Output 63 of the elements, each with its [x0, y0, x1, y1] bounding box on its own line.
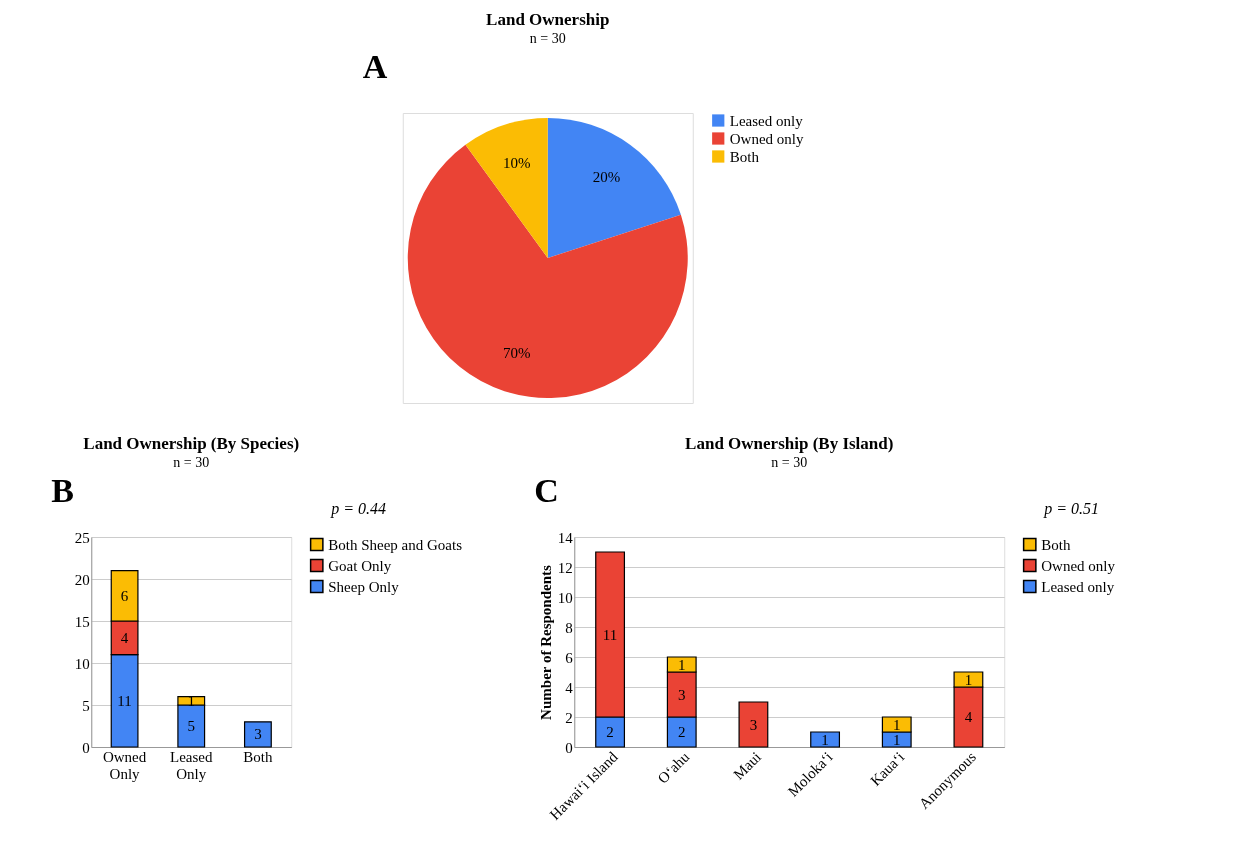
data-label: 6 [120, 587, 129, 604]
y-tick-label: 6 [565, 649, 574, 666]
chart-title: Land Ownership (By Species) [83, 434, 300, 453]
text: B [51, 472, 74, 509]
text: A [362, 48, 388, 85]
legend-label: Owned only [729, 130, 804, 147]
y-tick-label: 12 [557, 559, 573, 576]
data-label: 2 [678, 724, 686, 740]
chart-subtitle: n = 30 [529, 31, 566, 46]
data-label: 3 [678, 686, 686, 703]
y-tick-label: 4 [565, 679, 574, 696]
y-axis-title: Number of Respondents [537, 564, 554, 720]
data-label: 1 [893, 731, 901, 748]
data-label: 10% [503, 154, 531, 171]
data-label: 70% [503, 345, 531, 362]
y-tick-label: 14 [557, 529, 574, 546]
text: p = 0.44 [330, 500, 387, 518]
data-label: 1 [964, 671, 973, 688]
data-label: 3 [254, 726, 262, 743]
y-tick-label: 10 [557, 589, 573, 606]
y-tick-label: 0 [82, 739, 90, 756]
x-tick-label: Leased Only [170, 748, 213, 782]
bar [738, 701, 769, 748]
chart-subtitle: n = 30 [771, 455, 808, 470]
bar [243, 721, 272, 748]
x-tick-label: Both [243, 748, 273, 765]
data-label: 1 [821, 731, 829, 748]
y-tick-label: 25 [74, 529, 90, 546]
data-label: 20% [592, 169, 621, 186]
chart-title: Land Ownership [486, 10, 610, 29]
y-tick-label: 10 [74, 655, 90, 672]
x-tick-label: Owned Only [102, 748, 147, 782]
data-label: 2 [606, 724, 614, 740]
legend-label: Both [1041, 536, 1071, 553]
data-label: 11 [117, 692, 132, 709]
y-tick-label: 0 [565, 739, 573, 756]
data-label: 4 [964, 709, 973, 725]
pie-slice [465, 118, 548, 258]
legend-label: Goat Only [328, 557, 392, 574]
legend-label: Both [729, 148, 760, 165]
chart-title: Land Ownership (By Island) [685, 434, 894, 453]
y-tick-label: 5 [82, 697, 90, 714]
data-label: 3 [749, 716, 758, 733]
legend-label: Leased only [729, 112, 804, 129]
y-tick-label: 8 [565, 619, 573, 636]
legend-label: Sheep Only [328, 578, 400, 595]
data-label: 4 [120, 629, 129, 646]
bar [810, 731, 841, 748]
data-label: 11 [602, 626, 618, 643]
y-tick-label: 15 [74, 613, 90, 630]
data-label: 1 [893, 716, 901, 733]
legend-label: Leased only [1041, 578, 1115, 595]
legend-label: Both Sheep and Goats [328, 536, 463, 553]
pie-slice [407, 144, 688, 398]
pie-slice [547, 118, 681, 258]
legend-label: Owned only [1041, 557, 1116, 574]
text: p = 0.51 [1043, 500, 1100, 518]
text: C [534, 472, 559, 509]
chart-subtitle: n = 30 [173, 455, 210, 470]
y-tick-label: 20 [74, 571, 90, 588]
y-tick-label: 2 [565, 709, 573, 726]
data-label: 1 [678, 656, 686, 673]
data-label: 5 [187, 718, 195, 734]
